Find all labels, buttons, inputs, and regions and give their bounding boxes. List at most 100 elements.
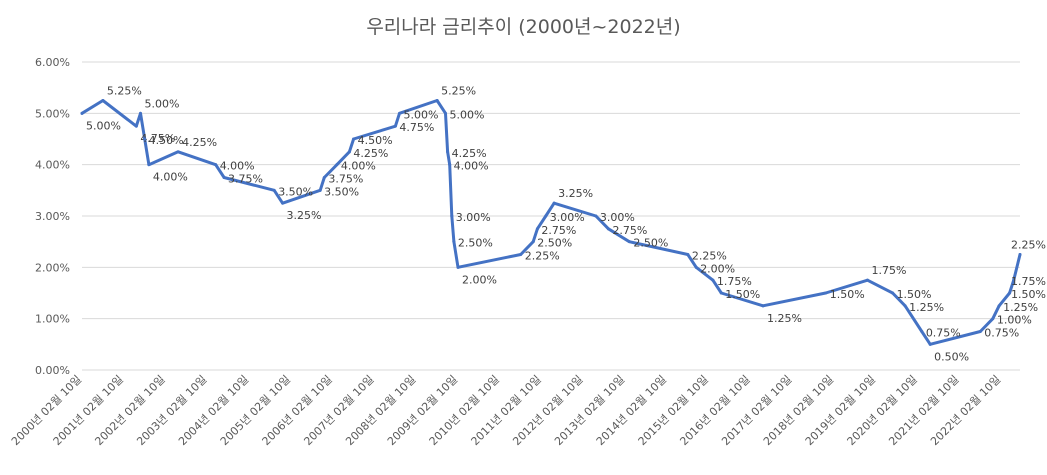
data-label: 3.50% (324, 185, 359, 198)
data-point (891, 291, 895, 295)
x-tick-label: 2007년 02월 10일 (301, 372, 377, 448)
x-tick-label: 2019년 02월 10일 (802, 372, 878, 448)
data-label: 1.00% (997, 314, 1032, 327)
x-tick-label: 2016년 02월 10일 (677, 372, 753, 448)
data-point (176, 150, 180, 154)
data-point (711, 278, 715, 282)
data-label: 2.75% (612, 224, 647, 237)
data-label: 2.25% (692, 250, 727, 263)
data-label: 3.50% (278, 185, 313, 198)
data-point (272, 188, 276, 192)
x-tick-label: 2021년 02월 10일 (886, 372, 962, 448)
data-point (531, 240, 535, 244)
data-label: 2.50% (633, 237, 668, 250)
data-point (824, 291, 828, 295)
x-tick-label: 2009년 02월 10일 (384, 372, 460, 448)
data-point (456, 265, 460, 269)
data-label: 5.00% (86, 119, 121, 132)
x-tick-label: 2010년 02월 10일 (426, 372, 502, 448)
data-point (1008, 291, 1012, 295)
data-point (222, 176, 226, 179)
y-tick-label: 6.00% (35, 56, 70, 69)
data-point (444, 111, 448, 115)
data-point (519, 253, 523, 256)
data-point (686, 253, 690, 256)
data-point (335, 163, 339, 167)
x-tick-label: 2012년 02월 10일 (510, 372, 586, 448)
y-tick-label: 1.00% (35, 313, 70, 326)
y-tick-label: 5.00% (35, 107, 70, 120)
data-label: 3.00% (456, 211, 491, 224)
data-label: 4.25% (452, 147, 487, 160)
data-point (865, 278, 869, 282)
data-label: 4.00% (341, 160, 376, 173)
data-point (101, 99, 105, 102)
data-label: 1.50% (897, 288, 932, 301)
x-tick-label: 2006년 02월 10일 (259, 372, 335, 448)
data-label: 3.25% (558, 187, 593, 200)
data-label: 4.75% (140, 132, 175, 145)
data-point (450, 214, 454, 218)
data-label: 4.50% (358, 134, 393, 147)
data-point (318, 188, 322, 192)
data-label: 5.00% (144, 97, 179, 110)
data-point (920, 330, 924, 333)
data-label: 3.25% (287, 209, 322, 222)
data-label: 4.00% (153, 171, 188, 184)
data-label: 1.75% (1011, 275, 1046, 288)
data-point (452, 240, 456, 244)
y-tick-label: 0.00% (35, 364, 70, 377)
y-tick-label: 3.00% (35, 210, 70, 223)
data-label: 1.75% (717, 275, 752, 288)
data-label: 1.50% (725, 288, 760, 301)
data-point (393, 124, 397, 128)
series-line (80, 99, 1022, 346)
chart-title: 우리나라 금리추이 (2000년~2022년) (366, 16, 681, 38)
data-label: 1.25% (767, 312, 802, 325)
data-label: 0.75% (926, 327, 961, 340)
y-tick-label: 2.00% (35, 261, 70, 274)
data-label: 3.00% (600, 211, 635, 224)
data-label: 2.75% (541, 224, 576, 237)
x-tick-label: 2008년 02월 10일 (342, 372, 418, 448)
data-point (322, 176, 326, 179)
data-point (138, 111, 142, 115)
x-tick-label: 2011년 02월 10일 (468, 372, 544, 448)
data-point (544, 214, 548, 218)
data-point (446, 150, 450, 154)
data-label: 1.25% (909, 301, 944, 314)
data-label: 3.00% (550, 211, 585, 224)
data-point (214, 163, 218, 167)
data-label: 4.25% (353, 147, 388, 160)
data-label: 5.25% (107, 85, 142, 98)
data-point (694, 265, 698, 269)
data-label: 1.25% (1003, 301, 1038, 314)
data-label: 1.50% (1011, 288, 1046, 301)
data-point (552, 201, 556, 205)
data-point (991, 317, 995, 321)
data-label: 4.00% (454, 160, 489, 173)
data-point (1012, 278, 1016, 282)
data-label: 2.50% (537, 237, 572, 250)
data-point (398, 111, 402, 115)
data-point (903, 304, 907, 308)
x-tick-label: 2000년 02월 10일 (8, 372, 84, 448)
data-point (352, 137, 356, 141)
data-label: 4.25% (182, 136, 217, 149)
data-label: 2.50% (458, 237, 493, 250)
data-label: 4.00% (220, 160, 255, 173)
data-point (143, 137, 147, 141)
data-point (435, 99, 439, 102)
data-label: 3.75% (228, 173, 263, 186)
data-point (719, 291, 723, 295)
x-tick-label: 2017년 02월 10일 (719, 372, 795, 448)
data-label: 5.00% (404, 108, 439, 121)
x-tick-label: 2004년 02월 10일 (175, 372, 251, 448)
data-label: 3.75% (328, 173, 363, 186)
data-label: 1.50% (830, 288, 865, 301)
y-tick-label: 4.00% (35, 159, 70, 172)
data-point (1018, 253, 1022, 256)
data-point (627, 240, 631, 244)
data-label: 2.00% (700, 262, 735, 275)
